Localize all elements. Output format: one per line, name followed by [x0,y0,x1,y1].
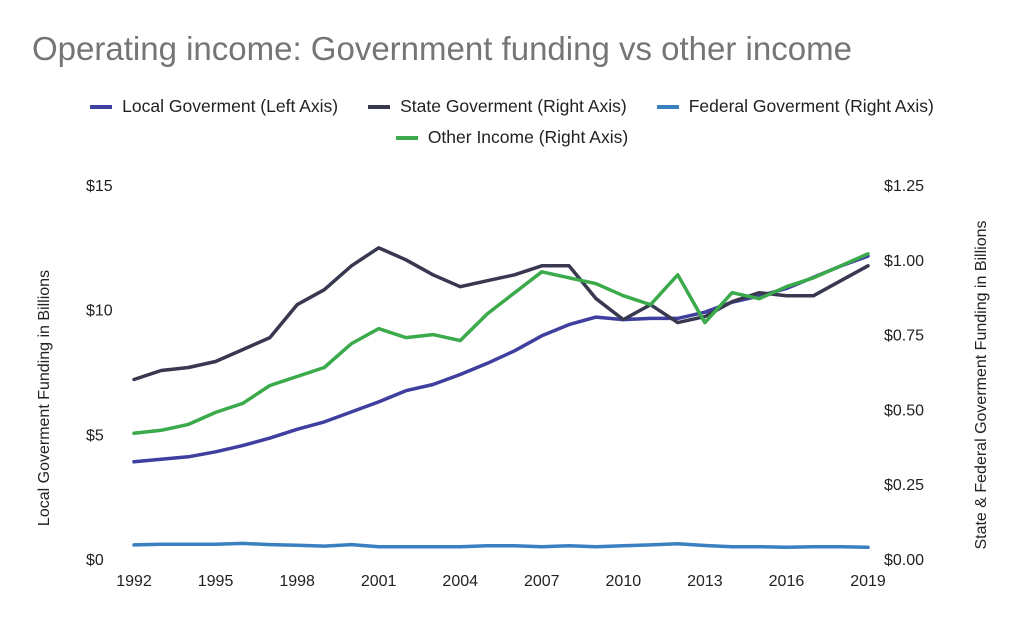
y-tick-left-label: $0 [86,552,104,569]
legend-item-federal[interactable]: Federal Goverment (Right Axis) [656,96,934,117]
y-ticks-left: $0 $5 $10 $15 [86,178,113,569]
legend-item-state[interactable]: State Goverment (Right Axis) [368,96,627,117]
chart-title: Operating income: Government funding vs … [32,30,852,67]
y-tick-right-label: $1.00 [884,253,924,270]
legend-row-2: Other Income (Right Axis) [0,127,1024,148]
x-tick-label: 2010 [606,573,642,590]
x-tick-label: 2013 [687,573,723,590]
legend-swatch-state [368,104,391,109]
x-tick-label: 1995 [198,573,234,590]
y-ticks-right: $0.00 $0.25 $0.50 $0.75 $1.00 $1.25 [884,178,924,569]
y-tick-right-label: $1.25 [884,178,924,195]
x-tick-label: 2019 [850,573,886,590]
legend: Local Goverment (Left Axis) State Goverm… [0,96,1024,117]
y-tick-right-label: $0.50 [884,402,924,419]
x-tick-label: 2001 [361,573,397,590]
x-tick-label: 1998 [279,573,315,590]
x-ticks: 1992 1995 1998 2001 2004 2007 2010 2013 2016 2019 [116,573,886,590]
legend-label-federal: Federal Goverment (Right Axis) [688,96,934,116]
series-line-federal[interactable] [132,541,870,550]
series-line-state[interactable] [132,246,870,382]
x-tick-label: 2016 [769,573,805,590]
series-line-local[interactable] [132,254,870,464]
series-line-other[interactable] [132,252,870,436]
y-axis-title-right: State & Federal Goverment Funding in Bil… [973,220,990,549]
y-tick-right-label: $0.00 [884,552,924,569]
y-tick-left-label: $10 [86,303,113,320]
y-tick-left-label: $15 [86,178,113,195]
x-tick-label: 2007 [524,573,560,590]
y-tick-right-label: $0.25 [884,477,924,494]
x-tick-label: 2004 [442,573,478,590]
x-tick-label: 1992 [116,573,152,590]
legend-label-local: Local Goverment (Left Axis) [122,96,339,116]
legend-swatch-federal [656,104,679,109]
y-tick-right-label: $0.75 [884,328,924,345]
y-axis-title-left: Local Goverment Funding in Billions [36,270,53,526]
y-tick-left-label: $5 [86,427,104,444]
legend-label-state: State Goverment (Right Axis) [400,96,627,116]
legend-label-other: Other Income (Right Axis) [427,127,629,147]
series-layer [132,246,870,550]
legend-swatch-other [395,135,418,140]
legend-swatch-local [90,104,113,109]
legend-item-local[interactable]: Local Goverment (Left Axis) [90,96,338,117]
legend-item-other[interactable]: Other Income (Right Axis) [395,127,629,148]
